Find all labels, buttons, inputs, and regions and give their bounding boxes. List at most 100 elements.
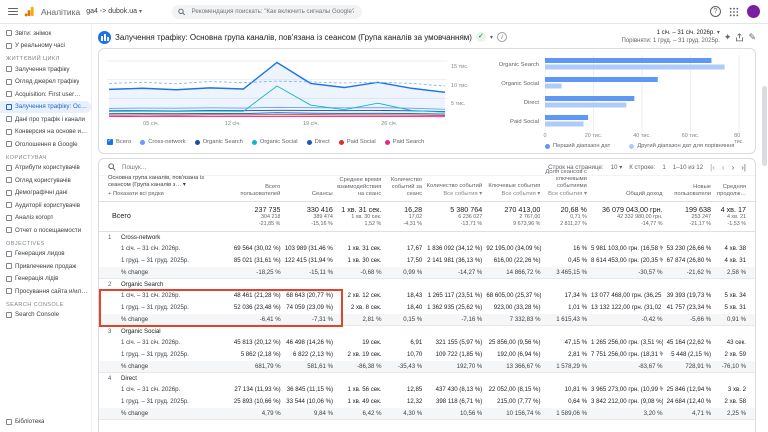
sidebar-item-library[interactable]: Бібліотека [0,416,91,429]
legend-item-[interactable]: Всего [107,139,131,145]
vertical-scrollbar[interactable] [762,26,767,430]
sidebar-item-[interactable]: Огляд користувачів [0,174,91,187]
sidebar-item-[interactable]: Залучення трафіку [0,63,91,76]
bar-paid-social-period-2[interactable] [545,121,584,127]
column-header-dimension[interactable]: Основна група каналів, пов'язана із сеан… [108,175,224,198]
bar-chart [544,55,741,133]
bar-paid-social-period-1[interactable] [545,115,589,120]
goto-row-value[interactable]: 1 [662,163,666,171]
column-header-[interactable]: Ключевые события Все события ▾ [482,183,540,198]
line-series- [108,80,446,87]
date-range-picker[interactable]: 1 січ. – 31 січ. 2026р. ▾ Порівняти: 1 г… [622,29,720,45]
sidebar-item-google[interactable]: Оголошення в Google [0,138,91,151]
legend-dot-icon [629,143,635,149]
sidebar-item-[interactable]: Генерація лідів [0,273,91,286]
share-icon[interactable] [735,32,744,42]
global-search-input[interactable] [189,7,357,16]
row-number: 1 [108,233,112,241]
row-label-cell: 1 груд. – 31 груд. 2025р. [121,351,189,358]
global-search[interactable] [172,4,363,19]
rows-per-page-select[interactable]: 10 ▾ [611,164,623,171]
sidebar-item-[interactable]: Атрибути користувачів [0,162,91,175]
legend-item-organic-search[interactable]: Organic Search [194,139,243,145]
table-row-period: 1 груд. – 31 груд. 2025р. 52 036 (23,48 %… [99,302,755,314]
menu-icon[interactable] [8,7,18,16]
edit-icon[interactable]: ✎ [748,31,756,42]
table-cell: 46 498 (14,26 %) [286,339,334,346]
prev-page-icon[interactable]: ‹ [721,162,725,172]
sidebar-item-[interactable]: Залучення трафіку: Осно… [0,100,91,113]
metric-scope-select[interactable]: Все события ▾ [501,191,541,198]
sidebar-item-[interactable]: Огляд джерел трафіку [0,76,91,89]
sidebar-item-label: Аналіз когорт [15,214,54,222]
legend-item-direct[interactable]: Direct [306,139,330,145]
sidebar-item-[interactable]: Аналіз когорт [0,212,91,225]
column-header-[interactable]: Количество событий Все события ▾ [422,183,483,198]
legend-item-[interactable]: Перший діапазон дат [545,143,610,149]
sidebar-item-[interactable]: Конверсия на основе ист… [0,126,91,139]
column-header-[interactable]: Всего пользователей [224,184,280,198]
table-cell: 2 хв. 58 [724,398,747,405]
sidebar-item-[interactable]: Привлечение продаж [0,260,91,273]
first-page-icon[interactable]: |‹ [710,162,715,172]
legend-item-[interactable]: Другий діапазон дат для порівняння [629,143,734,149]
sidebar-item-[interactable]: Просування сайта и/или… [0,285,91,298]
column-header-label: Средняя продолж… [717,184,746,198]
sidebar-item-[interactable]: Отчет о посещаемости [0,224,91,237]
report-header: Залучення трафіку: Основна група каналів… [98,27,756,47]
column-header-[interactable]: Сеансы [280,191,333,198]
column-header-[interactable]: Средняя продолж… [711,184,746,198]
table-cell: 16 % [573,245,588,252]
metric-scope-select[interactable]: Все события ▾ [548,191,587,198]
line-series-organic-social [108,85,446,113]
legend-item-paid-social[interactable]: Paid Social [338,139,376,145]
info-icon[interactable]: i [496,32,507,42]
bar-organic-search-period-2[interactable] [545,64,725,70]
insights-icon[interactable]: ✦ [723,31,732,42]
bar-organic-search-period-1[interactable] [545,58,712,63]
table-cell: 22 052,00 (8,15 %) [488,386,541,393]
next-page-icon[interactable]: › [731,162,735,172]
totals-delta: 1,52 % [364,220,382,227]
legend-item-paid-search[interactable]: Paid Search [384,139,424,145]
legend-item-cross-network[interactable]: Cross-network [140,139,186,145]
last-page-icon[interactable]: ›| [741,162,746,172]
sidebar-item-[interactable]: Генерация лидов [0,248,91,261]
column-header-[interactable]: Общий доход [587,191,663,198]
column-header-label: Количество событий [426,183,483,190]
line-chart-x-axis: 05 січ. 12 січ. 19 січ. 26 січ. [107,121,447,129]
y-tick-label: 5 тис. [451,101,466,108]
report-icon [98,30,111,44]
apps-grid-icon[interactable] [729,7,739,17]
bar-direct-period-2[interactable] [545,102,627,108]
column-header-[interactable]: Доля сеансов с ключевыми событиями Все со… [540,169,587,198]
sidebar-item-[interactable]: Демографічні дані [0,187,91,200]
sidebar-item-label: Атрибути користувачів [15,164,80,172]
sidebar-item-[interactable]: Аудиторії користувачів [0,199,91,212]
sidebar-item-[interactable]: Звіти: знімок [0,27,91,40]
column-header-[interactable]: Количество событий за сеанс [381,177,422,198]
bar-organic-social-period-1[interactable] [545,77,658,82]
property-selector[interactable]: ga4 -> dubok.ua ▾ [86,8,142,15]
table-search-input[interactable] [120,162,190,172]
totals-cell: 199 638 253 247 -21,17 % [663,205,711,228]
scrollbar-thumb[interactable] [762,86,767,166]
metric-scope-select[interactable]: Все события ▾ [443,191,483,198]
expand-rows-control[interactable]: + Показати всі рядки [108,191,164,198]
chevron-down-icon: ▾ [619,164,623,171]
report-icon [6,263,12,270]
sidebar-item-[interactable]: У реальному часі [0,40,91,53]
help-icon[interactable]: ? [710,6,721,17]
legend-item-organic-social[interactable]: Organic Social [251,139,298,145]
bar-organic-social-period-2[interactable] [545,83,562,89]
bar-direct-period-1[interactable] [545,96,635,101]
avatar[interactable] [747,5,760,18]
status-check-icon[interactable]: ✓ [475,32,486,42]
chevron-down-icon[interactable]: ▾ [489,34,493,41]
sidebar-item-acquisition-first-user[interactable]: Acquisition: First user… [0,88,91,101]
table-cell: 17,34 % [564,292,588,299]
sidebar-item-search-console[interactable]: Search Console [0,309,91,322]
sidebar-item-[interactable]: Дані про трафік і канали [0,113,91,126]
column-header-[interactable]: Среднее время взаимодействия на сеанс [333,177,381,198]
column-header-[interactable]: Новые пользователи [663,184,711,198]
